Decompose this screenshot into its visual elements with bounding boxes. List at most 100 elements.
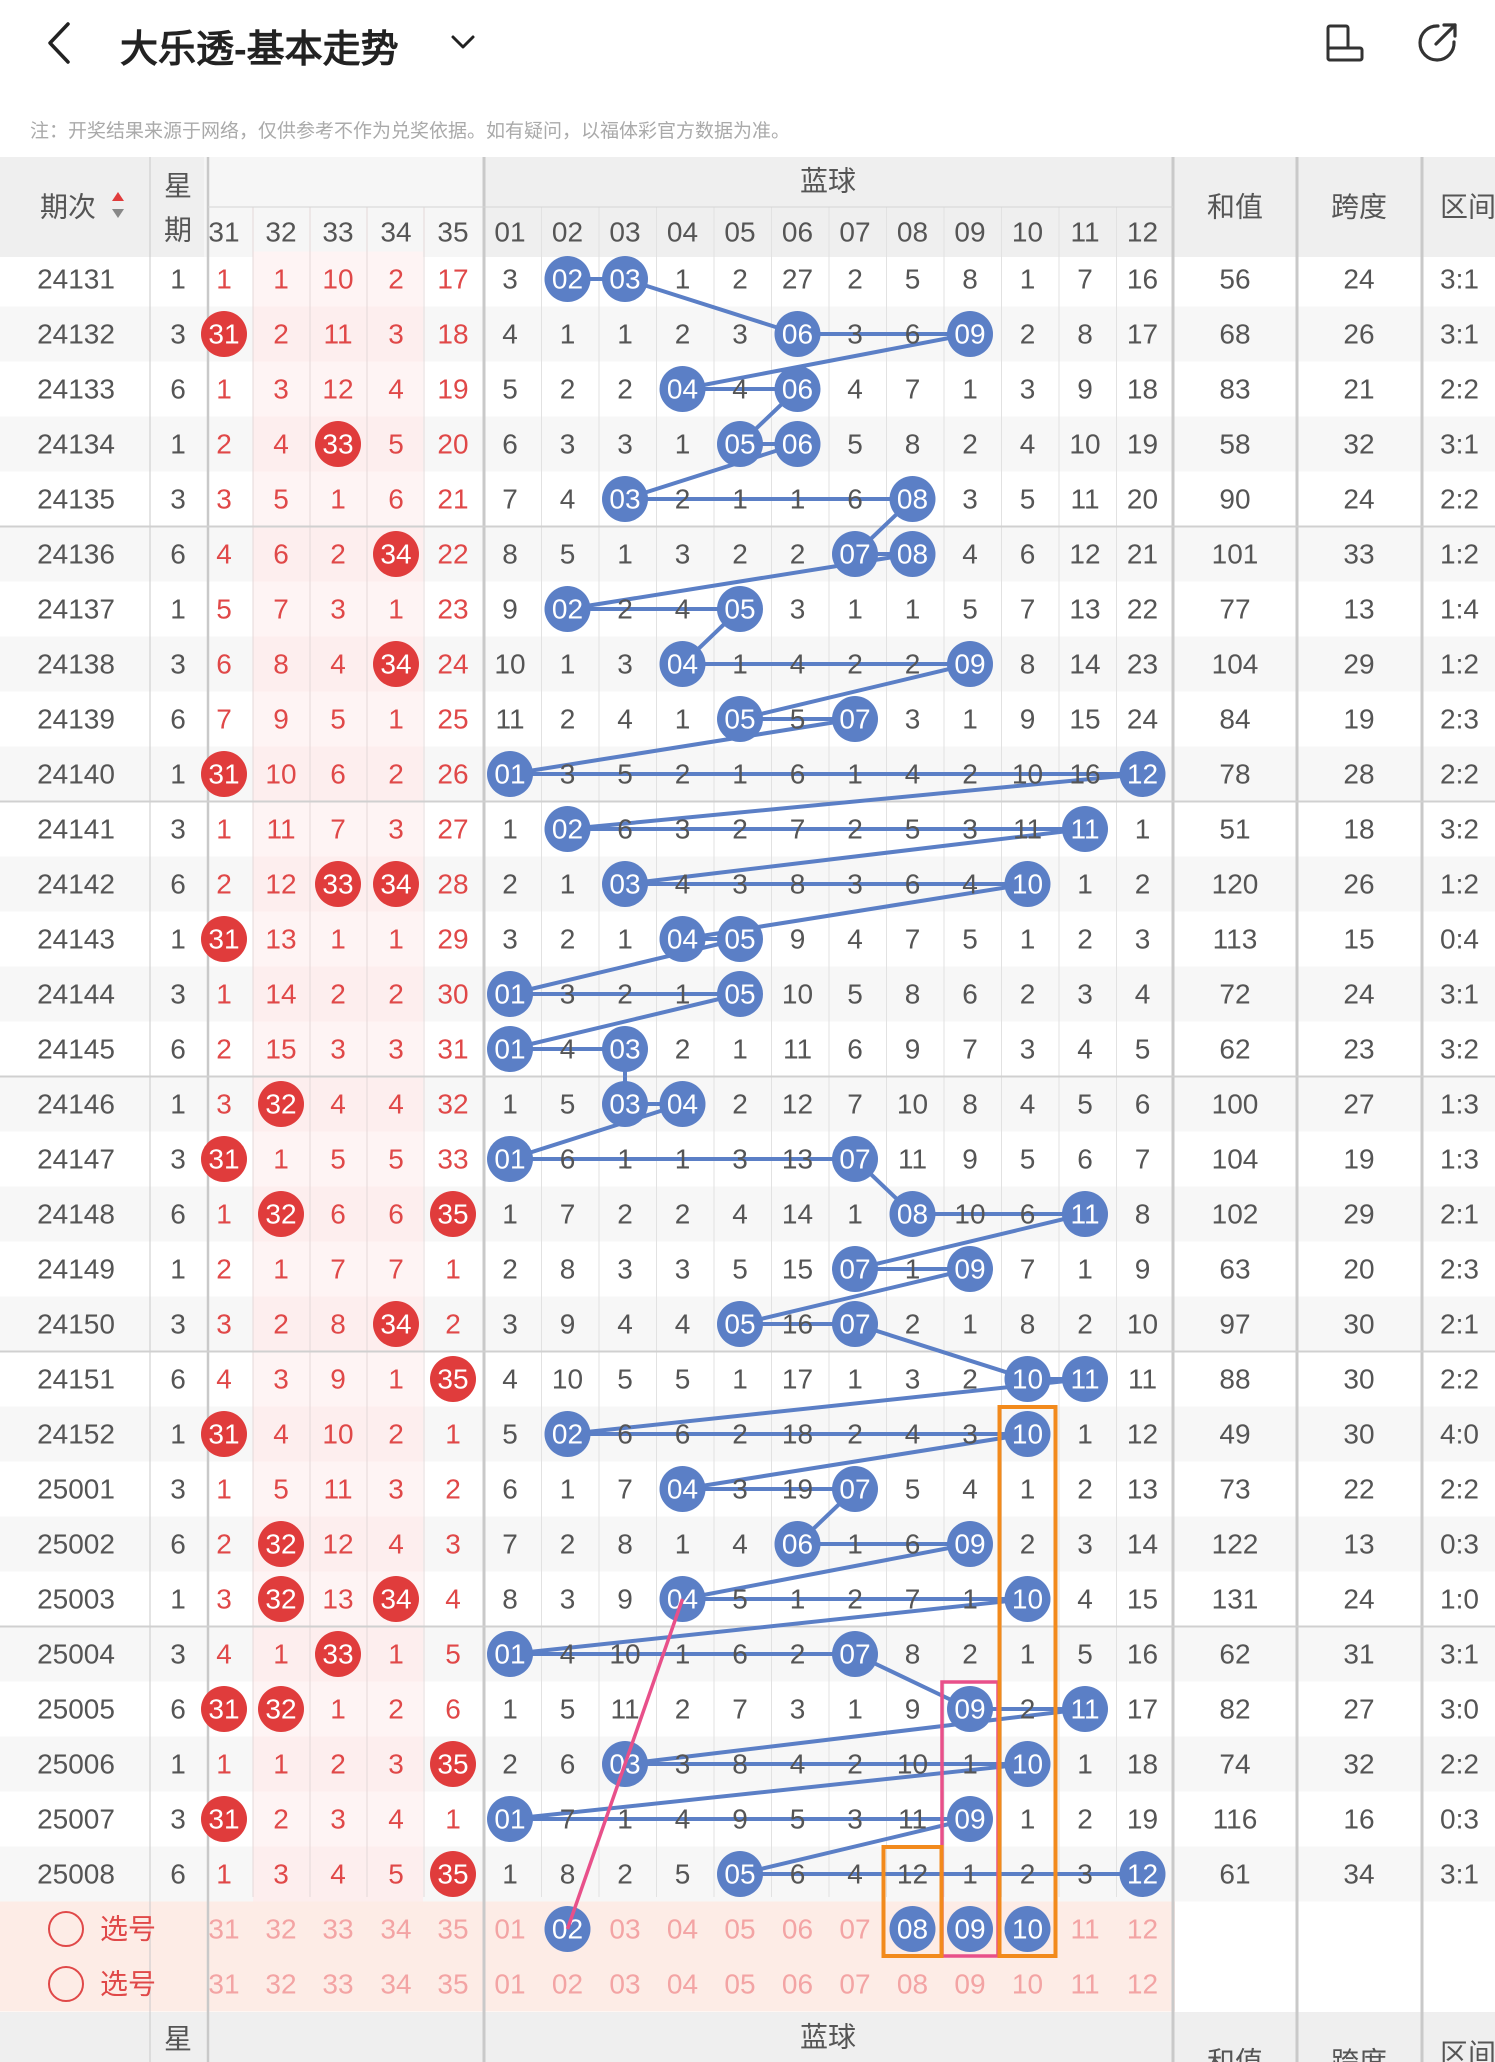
blue-miss-count: 2 [1135, 869, 1151, 900]
span-cell: 23 [1343, 1034, 1374, 1065]
blue-miss-count: 1 [962, 704, 978, 735]
sum-cell: 88 [1219, 1364, 1250, 1395]
week-cell: 1 [170, 594, 186, 625]
red-miss-count: 4 [216, 1639, 232, 1670]
blue-ball [1062, 1356, 1108, 1402]
period-cell: 24152 [37, 1419, 115, 1450]
blue-miss-count: 11 [898, 1144, 927, 1175]
blue-ball [717, 421, 763, 467]
period-cell: 25006 [37, 1749, 115, 1780]
sum-cell: 131 [1212, 1584, 1259, 1615]
blue-miss-count: 5 [617, 759, 633, 790]
red-ball [258, 1576, 304, 1622]
blue-miss-count: 12 [1127, 1419, 1158, 1450]
red-ball [430, 1191, 476, 1237]
selected-blue-number: 10 [1012, 1914, 1043, 1945]
blue-ball [659, 916, 706, 962]
blue-miss-count: 14 [1069, 649, 1100, 680]
blue-ball [487, 1026, 533, 1072]
back-icon[interactable] [40, 20, 80, 66]
blue-miss-count: 1 [790, 484, 806, 515]
zone-cell: 1:4 [1440, 594, 1479, 625]
red-miss-count: 33 [437, 1144, 468, 1175]
blue-miss-count: 4 [1135, 979, 1151, 1010]
red-miss-count: 4 [330, 1089, 346, 1120]
page-title[interactable]: 大乐透-基本走势 [120, 29, 399, 71]
red-miss-count: 12 [322, 374, 353, 405]
sort-icon[interactable] [112, 192, 124, 218]
row-stripe [0, 526, 1495, 582]
blue-miss-count: 5 [905, 264, 921, 295]
blue-miss-count: 6 [905, 319, 921, 350]
red-zone-shade [253, 471, 423, 527]
blue-ball-number: 07 [839, 1474, 870, 1505]
blue-miss-count: 2 [560, 924, 576, 955]
select-blue-option: 05 [724, 1969, 755, 2000]
blue-miss-count: 9 [1077, 374, 1093, 405]
select-blue-option: 08 [897, 1969, 928, 2000]
span-cell: 13 [1343, 594, 1374, 625]
blue-miss-count: 2 [1077, 924, 1093, 955]
red-miss-count: 2 [216, 429, 232, 460]
header-red-col: 35 [437, 217, 468, 248]
blue-ball [832, 1466, 878, 1512]
radio-icon[interactable] [48, 1966, 84, 2002]
blue-miss-count: 1 [560, 649, 576, 680]
blue-miss-count: 4 [502, 1364, 518, 1395]
red-miss-count: 7 [330, 814, 346, 845]
selected-blue-ball[interactable] [889, 1906, 936, 1952]
sum-cell: 102 [1212, 1199, 1259, 1230]
red-miss-count: 3 [216, 1089, 232, 1120]
rotate-screen-icon[interactable] [1322, 22, 1366, 66]
blue-miss-count: 4 [847, 1859, 863, 1890]
blue-ball [774, 366, 821, 412]
red-ball [373, 531, 419, 577]
blue-miss-count: 10 [609, 1639, 640, 1670]
blue-miss-count: 5 [1077, 1089, 1093, 1120]
red-ball [373, 1576, 419, 1622]
week-cell: 3 [170, 484, 186, 515]
sum-cell: 78 [1219, 759, 1250, 790]
period-cell: 25001 [37, 1474, 115, 1505]
select-red-option: 32 [265, 1914, 296, 1945]
blue-miss-count: 3 [905, 1364, 921, 1395]
dropdown-icon[interactable] [447, 28, 479, 56]
zone-cell: 0:3 [1440, 1804, 1479, 1835]
span-cell: 30 [1343, 1419, 1374, 1450]
red-miss-count: 4 [330, 649, 346, 680]
period-cell: 24140 [37, 759, 115, 790]
share-icon[interactable] [1414, 20, 1460, 66]
red-miss-count: 5 [445, 1639, 461, 1670]
blue-miss-count: 3 [560, 1584, 576, 1615]
select-row[interactable] [48, 1966, 84, 2002]
blue-ball-number: 11 [1070, 814, 1099, 845]
blue-miss-count: 2 [1020, 1859, 1036, 1890]
sum-cell: 97 [1219, 1309, 1250, 1340]
blue-ball [774, 1521, 821, 1567]
span-cell: 30 [1343, 1364, 1374, 1395]
blue-ball-number: 11 [1070, 1364, 1099, 1395]
red-zone-shade [253, 1846, 423, 1902]
radio-icon[interactable] [48, 1911, 84, 1947]
blue-miss-count: 16 [782, 1309, 813, 1340]
zone-cell: 2:2 [1440, 1474, 1479, 1505]
blue-miss-count: 2 [905, 1309, 921, 1340]
red-miss-count: 2 [330, 539, 346, 570]
selected-blue-ball[interactable] [947, 1906, 993, 1952]
red-ball-number: 31 [208, 1804, 239, 1835]
sum-cell: 62 [1219, 1034, 1250, 1065]
blue-ball-number: 05 [724, 1309, 755, 1340]
blue-miss-count: 7 [905, 1584, 921, 1615]
blue-miss-count: 8 [962, 264, 978, 295]
blue-ball [889, 531, 936, 577]
select-row[interactable] [48, 1911, 84, 1947]
blue-miss-count: 1 [962, 1584, 978, 1615]
selected-blue-ball[interactable] [1004, 1906, 1051, 1952]
blue-miss-count: 12 [1069, 539, 1100, 570]
blue-miss-count: 3 [962, 484, 978, 515]
blue-ball-number: 06 [782, 319, 813, 350]
red-ball [430, 1356, 476, 1402]
blue-miss-count: 21 [1127, 539, 1158, 570]
blue-miss-count: 7 [502, 484, 518, 515]
red-ball [201, 1136, 247, 1182]
